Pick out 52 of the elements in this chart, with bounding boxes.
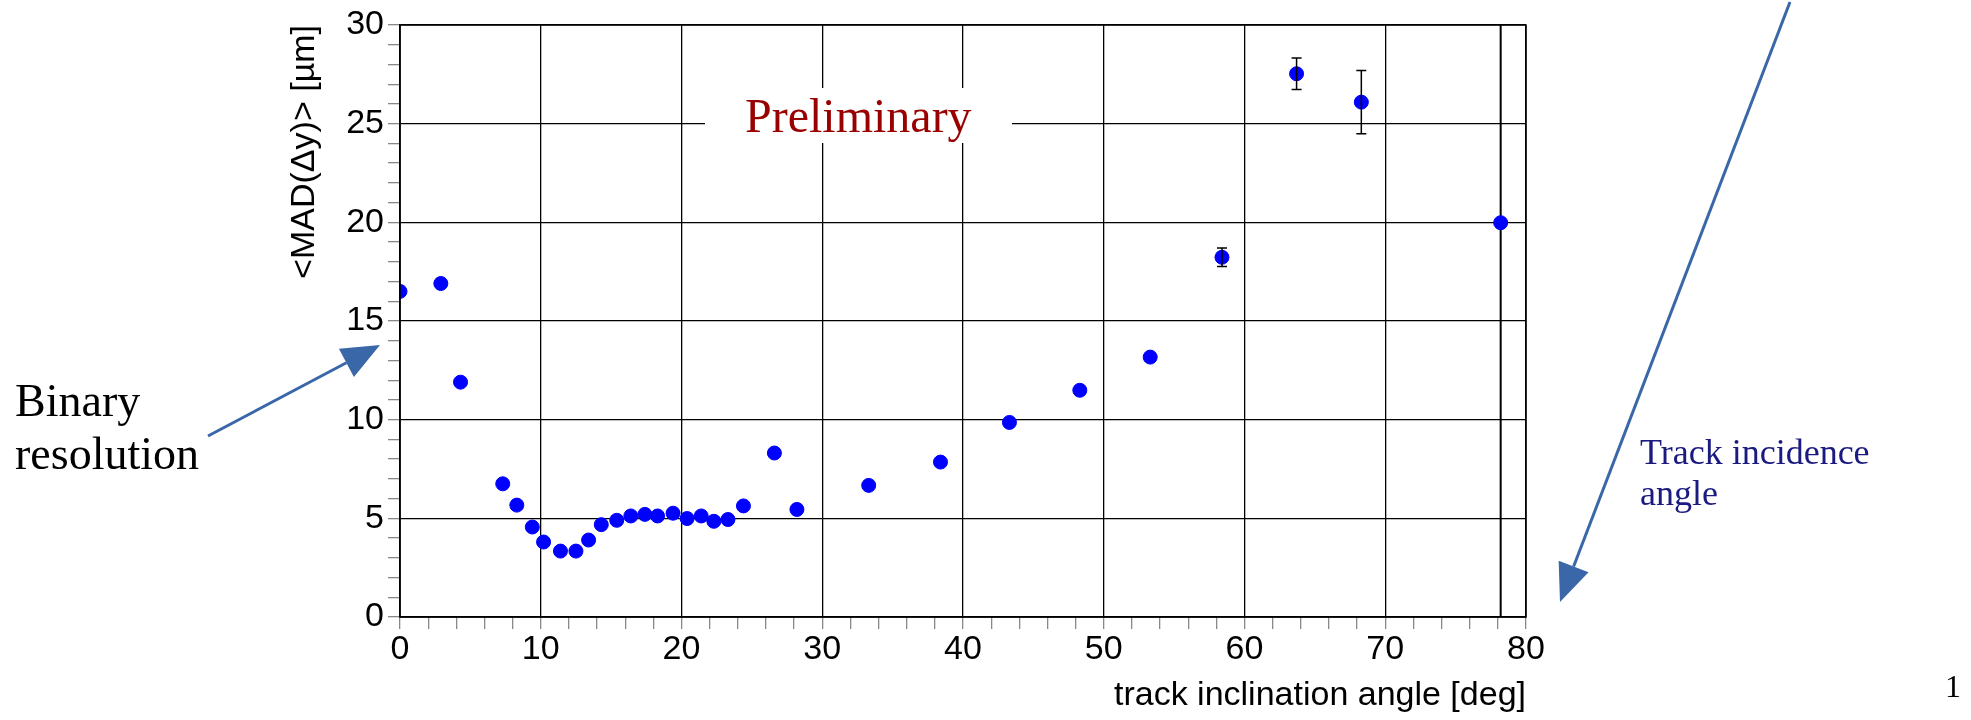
x-tick-label: 20 (662, 627, 701, 666)
x-tick-label: 0 (390, 627, 410, 666)
x-tick-label: 30 (803, 627, 842, 666)
point (623, 508, 639, 524)
x-tick-label: 10 (521, 627, 560, 666)
point (1142, 349, 1158, 365)
x-tick-label: 60 (1225, 627, 1264, 666)
point (679, 511, 695, 527)
point (932, 454, 948, 470)
annotation: Preliminary (705, 88, 1012, 143)
y-tick-label: 15 (346, 299, 384, 338)
text: 1 (1945, 668, 1961, 705)
y-tick-label: 5 (365, 496, 384, 535)
y-tick-label: 25 (346, 102, 384, 141)
point (509, 497, 525, 513)
point (1001, 414, 1017, 430)
point (1353, 94, 1369, 110)
point (581, 532, 597, 548)
point (536, 534, 552, 550)
point (568, 543, 584, 559)
x-tick-label: 70 (1366, 627, 1405, 666)
x-tick-label: 80 (1507, 627, 1545, 666)
point (524, 519, 540, 535)
point (789, 501, 805, 517)
point (735, 498, 751, 514)
text: Track incidence angle (1640, 432, 1871, 515)
x-tick-label: 50 (1084, 627, 1123, 666)
point (1072, 382, 1088, 398)
point (593, 517, 609, 533)
point (433, 276, 449, 292)
point (720, 512, 736, 528)
point (552, 543, 568, 559)
point (495, 476, 511, 492)
point (706, 513, 722, 529)
point (609, 512, 625, 528)
point (637, 506, 653, 522)
text: Binary resolution (15, 375, 200, 481)
y-tick-label: 10 (346, 398, 384, 437)
y-tick-label: 20 (346, 200, 384, 239)
point (693, 508, 709, 524)
x-tick-label: 40 (944, 627, 982, 666)
point (453, 374, 469, 390)
point (1289, 66, 1305, 82)
point (650, 508, 666, 524)
point (861, 477, 877, 493)
point (766, 445, 782, 461)
x-axis-title: track inclination angle [deg] (1113, 673, 1526, 712)
point (665, 505, 681, 521)
y-tick-label: 0 (365, 595, 384, 634)
point (1493, 215, 1509, 231)
y-tick-label: 30 (346, 3, 384, 42)
y-axis-title: <MAD(Δy)> [µm] (282, 25, 321, 279)
